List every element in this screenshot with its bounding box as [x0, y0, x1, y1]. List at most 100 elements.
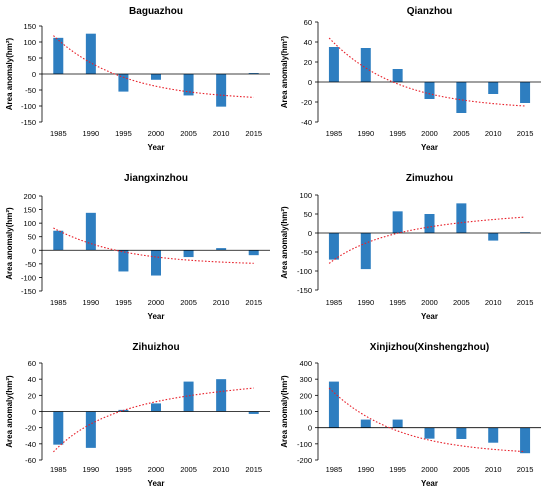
bar [328, 47, 339, 82]
y-tick-label: -40 [301, 118, 312, 127]
y-tick-label: 60 [28, 359, 36, 368]
bar [248, 411, 259, 414]
chart-title: Jiangxinzhou [124, 173, 188, 184]
bar [424, 82, 435, 99]
y-tick-label: -50 [301, 248, 312, 257]
chart-panel: Xinjizhou(Xinshengzhou) 400 300 200 100 0 -100… [280, 342, 541, 488]
x-tick-label: 1995 [389, 129, 406, 138]
bar [151, 74, 161, 80]
y-tick-label: 0 [32, 70, 36, 79]
chart-panel: Zimuzhou 100 50 0 -50 -100 -150 1985 1990 1995 200… [280, 173, 541, 321]
y-tick-label: 100 [299, 408, 312, 417]
bar [360, 419, 371, 428]
y-tick-label: 50 [28, 54, 36, 63]
bar [53, 411, 64, 445]
x-tick-label: 2000 [421, 465, 438, 474]
bar [456, 82, 467, 113]
x-tick-label: 1995 [115, 465, 132, 474]
bar [248, 73, 259, 74]
y-tick-label: -100 [297, 440, 312, 449]
chart-title: Qianzhou [407, 6, 453, 17]
bar [183, 250, 194, 258]
x-tick-label: 1990 [83, 465, 100, 474]
bar [85, 212, 96, 251]
x-tick-label: 2015 [517, 298, 534, 307]
x-axis-label: Year [148, 479, 165, 488]
y-axis-label: Area anomaly(hm²) [280, 206, 289, 279]
bar [216, 74, 227, 107]
bar [456, 203, 467, 233]
x-tick-label: 2010 [213, 129, 230, 138]
x-tick-label: 2015 [517, 465, 534, 474]
bar [360, 48, 371, 82]
x-tick-label: 2000 [148, 465, 165, 474]
bar [392, 211, 403, 233]
bar [216, 379, 227, 412]
chart-panel: Jiangxinzhou 200 150 100 50 0 -50 -100 -150 1985 1… [5, 173, 270, 321]
x-tick-label: 2015 [245, 298, 262, 307]
x-tick-label: 2005 [453, 465, 470, 474]
trendline [328, 387, 526, 453]
x-axis-label: Year [421, 479, 438, 488]
x-tick-label: 1985 [50, 465, 67, 474]
chart-title: Xinjizhou(Xinshengzhou) [370, 342, 489, 353]
y-tick-label: -50 [25, 86, 36, 95]
y-tick-label: -150 [297, 286, 312, 295]
trendline [53, 387, 254, 453]
x-tick-label: 1990 [83, 129, 100, 138]
bar [85, 33, 96, 74]
x-tick-label: 2010 [485, 129, 502, 138]
y-tick-label: -20 [301, 98, 312, 107]
x-tick-label: 2005 [180, 465, 197, 474]
bar [118, 74, 129, 92]
y-tick-label: -150 [21, 118, 36, 127]
x-tick-label: 2005 [180, 129, 197, 138]
x-tick-label: 2000 [421, 298, 438, 307]
bar [328, 233, 339, 260]
x-tick-label: 2005 [180, 298, 197, 307]
y-axis-label: Area anomaly(hm²) [280, 35, 289, 108]
trendline [53, 35, 254, 98]
y-tick-label: 40 [304, 38, 312, 47]
bar [183, 74, 194, 96]
y-tick-label: 40 [28, 375, 36, 384]
x-tick-label: 2000 [421, 129, 438, 138]
bar [488, 82, 499, 94]
y-tick-label: 20 [304, 58, 312, 67]
y-tick-label: 60 [304, 18, 312, 27]
y-axis-label: Area anomaly(hm²) [280, 375, 289, 448]
bar [151, 250, 161, 276]
x-axis-label: Year [421, 312, 438, 321]
bar [53, 230, 64, 251]
bar [118, 250, 129, 272]
x-tick-label: 2000 [148, 298, 165, 307]
trendline [328, 216, 526, 264]
y-axis-label: Area anomaly(hm²) [5, 37, 14, 110]
y-tick-label: 0 [308, 229, 312, 238]
y-axis-label: Area anomaly(hm²) [5, 375, 14, 448]
y-tick-label: -60 [25, 456, 36, 465]
y-tick-label: 300 [299, 375, 312, 384]
x-tick-label: 1995 [389, 298, 406, 307]
x-tick-label: 1990 [83, 298, 100, 307]
y-tick-label: 0 [32, 246, 36, 255]
x-tick-label: 1985 [326, 129, 343, 138]
bar [216, 248, 227, 251]
y-tick-label: 0 [32, 408, 36, 417]
bar [424, 427, 435, 439]
x-tick-label: 2005 [453, 298, 470, 307]
bar [85, 411, 96, 448]
bar [520, 427, 531, 454]
x-tick-label: 2010 [213, 298, 230, 307]
y-tick-label: 50 [28, 233, 36, 242]
y-tick-label: -100 [21, 273, 36, 282]
bar [424, 214, 435, 233]
y-tick-label: 150 [23, 206, 36, 215]
y-tick-label: 100 [299, 191, 312, 200]
bar [456, 427, 467, 439]
x-axis-label: Year [421, 143, 438, 152]
trendline [328, 37, 526, 107]
x-tick-label: 2015 [245, 129, 262, 138]
x-tick-label: 1995 [115, 298, 132, 307]
